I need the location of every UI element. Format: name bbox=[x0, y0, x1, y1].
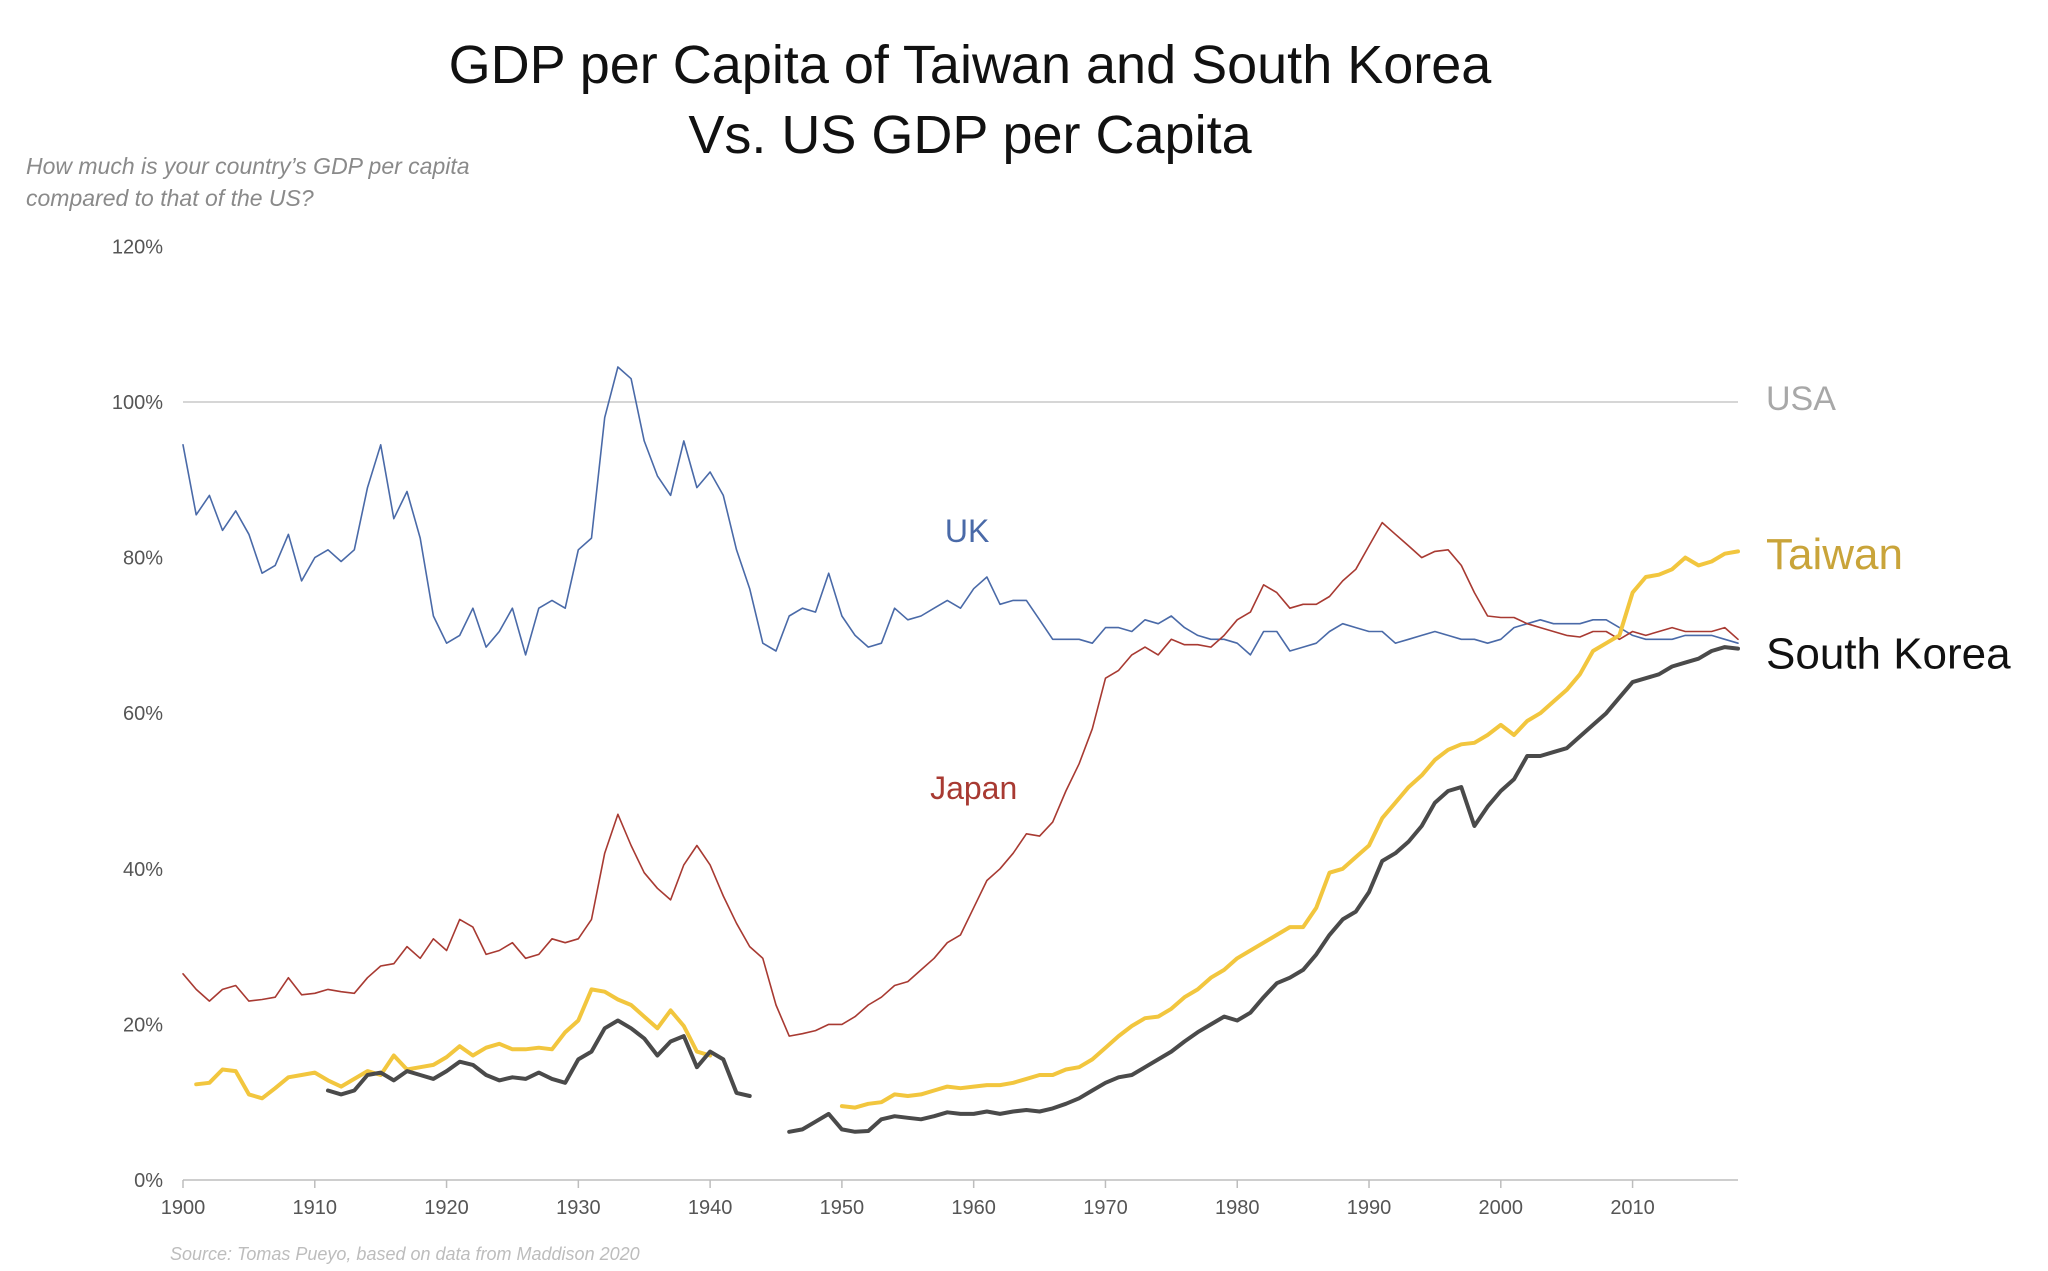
x-tick-label-2010: 2010 bbox=[1610, 1197, 1655, 1219]
x-tick-label-1930: 1930 bbox=[556, 1197, 601, 1219]
label-layer: UK Japan USA Taiwan South Korea bbox=[930, 380, 2011, 806]
chart-subtitle: How much is your country’s GDP per capit… bbox=[26, 153, 470, 211]
x-tick-label-2000: 2000 bbox=[1479, 1197, 1524, 1219]
end-label-south-korea: South Korea bbox=[1766, 630, 2011, 679]
y-tick-label-80: 80% bbox=[123, 548, 163, 570]
x-tick-label-1990: 1990 bbox=[1347, 1197, 1392, 1219]
series-line-japan bbox=[182, 521, 1739, 1037]
end-label-usa: USA bbox=[1766, 380, 1836, 418]
x-tick-label-1960: 1960 bbox=[951, 1197, 996, 1219]
y-axis: 0% 20% 40% 60% 80% 100% 120% bbox=[112, 236, 163, 1192]
x-tick-label-1950: 1950 bbox=[820, 1197, 865, 1219]
chart-title-line-1: GDP per Capita of Taiwan and South Korea bbox=[448, 35, 1492, 95]
x-tick-label-1970: 1970 bbox=[1083, 1197, 1128, 1219]
y-tick-label-40: 40% bbox=[123, 859, 163, 881]
y-tick-label-100: 100% bbox=[112, 392, 163, 414]
x-tick-label-1900: 1900 bbox=[161, 1197, 206, 1219]
y-tick-label-120: 120% bbox=[112, 236, 163, 258]
series-label-japan: Japan bbox=[930, 770, 1017, 806]
y-tick-label-20: 20% bbox=[123, 1014, 163, 1036]
series-label-uk: UK bbox=[945, 513, 989, 549]
x-tick-label-1920: 1920 bbox=[424, 1197, 469, 1219]
series-layer bbox=[182, 366, 1740, 1134]
x-axis: 1900 1910 1920 1930 1940 1950 1960 1970 1980 1990… bbox=[161, 1179, 1738, 1219]
x-tick-label-1940: 1940 bbox=[688, 1197, 733, 1219]
x-tick-label-1910: 1910 bbox=[293, 1197, 338, 1219]
series-line-south-korea bbox=[326, 645, 1740, 1134]
y-tick-label-60: 60% bbox=[123, 703, 163, 725]
series-line-uk bbox=[182, 366, 1739, 656]
chart-title: GDP per Capita of Taiwan and South Korea… bbox=[0, 30, 1940, 170]
x-tick-label-1980: 1980 bbox=[1215, 1197, 1260, 1219]
y-tick-label-0: 0% bbox=[134, 1170, 163, 1192]
chart-source: Source: Tomas Pueyo, based on data from … bbox=[170, 1244, 640, 1264]
chart-title-line-2: Vs. US GDP per Capita bbox=[688, 105, 1252, 165]
series-line-taiwan bbox=[194, 549, 1740, 1110]
end-label-taiwan: Taiwan bbox=[1766, 530, 1903, 579]
